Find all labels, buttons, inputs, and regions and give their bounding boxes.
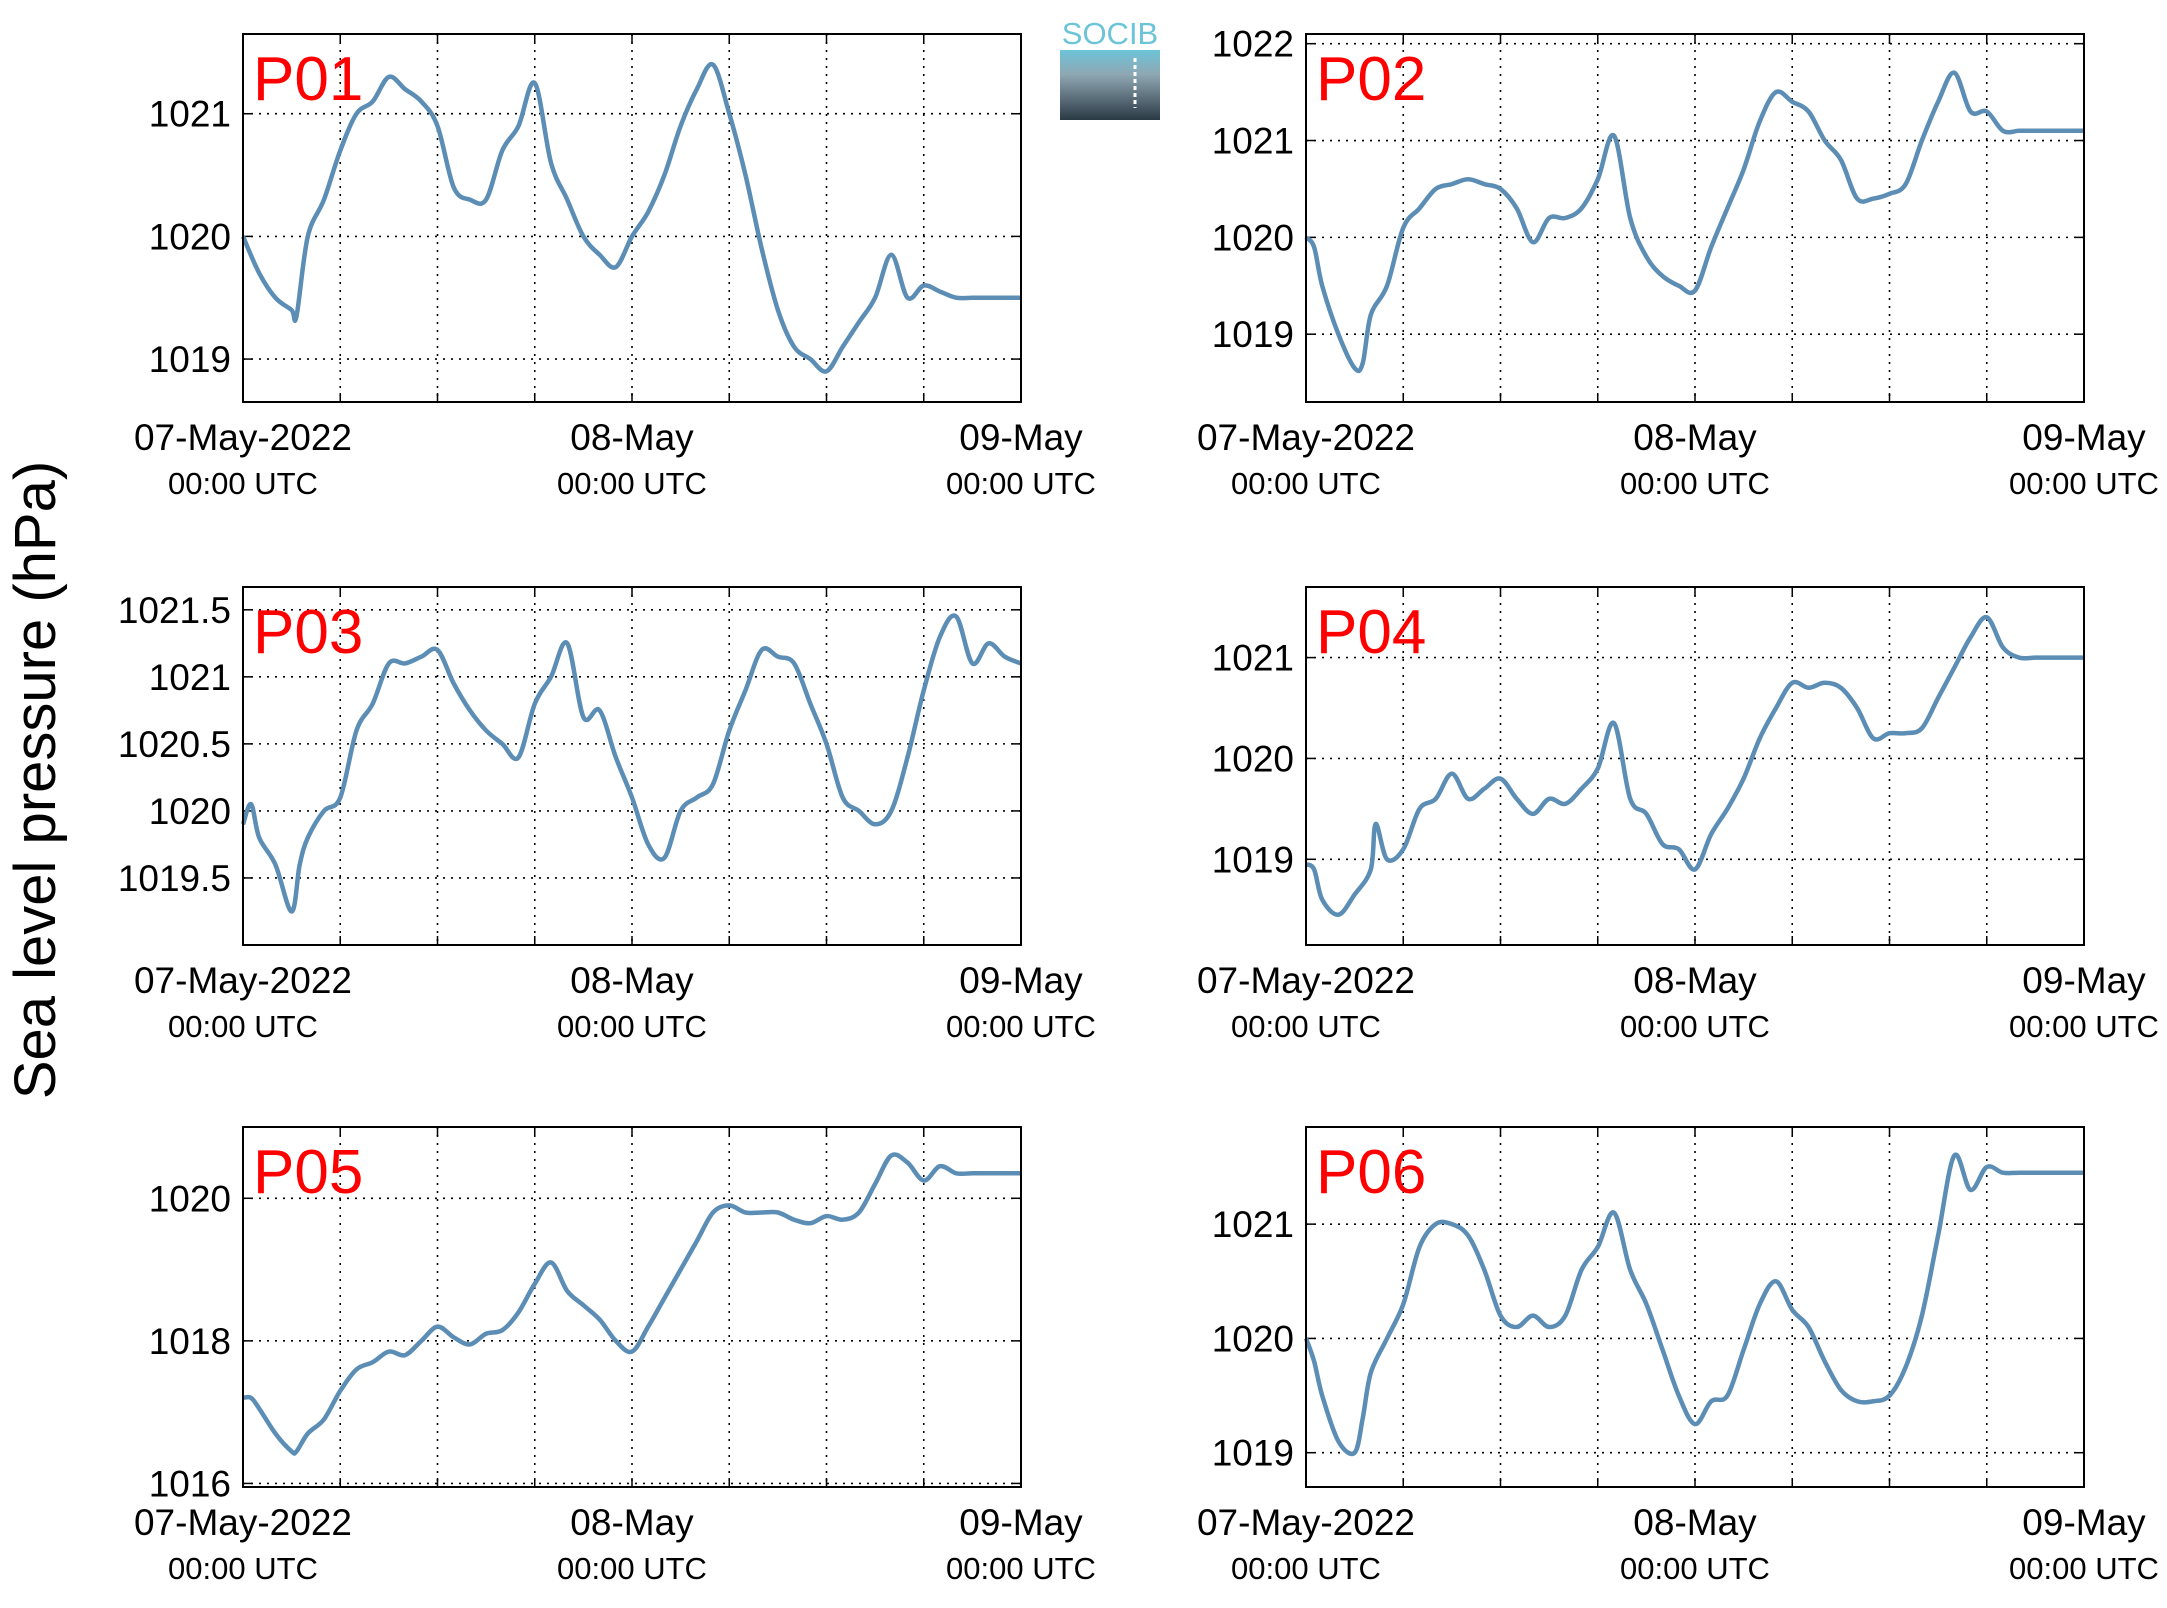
y-tick-label: 1019 xyxy=(1212,839,1294,880)
x-tick-sublabel: 00:00 UTC xyxy=(946,1009,1096,1044)
y-tick-label: 1018 xyxy=(149,1321,231,1362)
y-tick-label: 1020 xyxy=(1212,1318,1294,1359)
y-tick-label: 1021 xyxy=(149,657,231,698)
y-tick-label: 1020.5 xyxy=(118,724,231,765)
x-tick-label: 07-May-2022 xyxy=(1197,960,1415,1001)
y-tick-label: 1019 xyxy=(1212,1433,1294,1474)
x-tick-sublabel: 00:00 UTC xyxy=(1231,1551,1381,1586)
series-line-p06 xyxy=(1303,1152,2084,1457)
x-tick-sublabel: 00:00 UTC xyxy=(1231,1009,1381,1044)
logo-graphic xyxy=(1060,50,1160,120)
y-tick-label: 1021 xyxy=(149,94,231,135)
series-line-p02 xyxy=(1304,70,2084,374)
y-tick-label: 1019 xyxy=(1212,314,1294,355)
panel-p04: 1019 1020 1021 07-May-2022 00:00 UTC 08-May 00… xyxy=(1197,586,2159,1044)
y-tick-label: 1021 xyxy=(1212,121,1294,162)
x-tick-label: 09-May xyxy=(959,1502,1083,1543)
y-tick-label: 1021 xyxy=(1212,638,1294,679)
axes-frame xyxy=(1305,586,2085,946)
x-tick-sublabel: 00:00 UTC xyxy=(2009,466,2159,501)
x-tick-sublabel: 00:00 UTC xyxy=(946,466,1096,501)
panel-label: P02 xyxy=(1316,45,1426,114)
x-tick-sublabel: 00:00 UTC xyxy=(557,1551,707,1586)
x-tick-label: 08-May xyxy=(1633,417,1757,458)
panel-label: P03 xyxy=(253,598,363,667)
x-tick-sublabel: 00:00 UTC xyxy=(557,1009,707,1044)
y-axis-label: Sea level pressure (hPa) xyxy=(3,461,68,1099)
x-tick-label: 09-May xyxy=(2022,1502,2146,1543)
x-tick-sublabel: 00:00 UTC xyxy=(2009,1009,2159,1044)
x-tick-label: 07-May-2022 xyxy=(134,960,352,1001)
x-tick-label: 09-May xyxy=(2022,417,2146,458)
y-tick-label: 1019.5 xyxy=(118,858,231,899)
x-tick-label: 08-May xyxy=(570,417,694,458)
x-tick-sublabel: 00:00 UTC xyxy=(557,466,707,501)
x-tick-label: 09-May xyxy=(2022,960,2146,1001)
x-tick-label: 08-May xyxy=(570,1502,694,1543)
x-tick-sublabel: 00:00 UTC xyxy=(1620,466,1770,501)
axes-frame xyxy=(1305,33,2085,403)
x-tick-sublabel: 00:00 UTC xyxy=(168,1009,318,1044)
y-tick-label: 1020 xyxy=(1212,217,1294,258)
panel-label: P01 xyxy=(253,45,363,114)
x-tick-sublabel: 00:00 UTC xyxy=(1620,1009,1770,1044)
x-tick-label: 08-May xyxy=(570,960,694,1001)
x-tick-label: 09-May xyxy=(959,960,1083,1001)
panel-p06: 1019 1020 1021 07-May-2022 00:00 UTC 08-May 00… xyxy=(1197,1126,2159,1586)
series-line-p03 xyxy=(240,613,1022,914)
panel-p01: 1019 1020 1021 07-May-2022 00:00 UTC 08-May 00… xyxy=(134,33,1096,501)
series-line-p04 xyxy=(1304,615,2085,917)
panel-p02: 1019 1020 1021 1022 07-May-2022 00:00 UTC 08-M… xyxy=(1197,24,2159,501)
panels: 1019 1020 1021 07-May-2022 00:00 UTC 08-May 00… xyxy=(118,24,2159,1586)
x-tick-sublabel: 00:00 UTC xyxy=(1231,466,1381,501)
y-tick-label: 1020 xyxy=(1212,738,1294,779)
panel-label: P04 xyxy=(1316,598,1426,667)
logo-text: SOCIB xyxy=(1062,16,1158,51)
x-tick-sublabel: 00:00 UTC xyxy=(168,466,318,501)
x-tick-label: 07-May-2022 xyxy=(1197,417,1415,458)
panel-p05: 1016 1018 1020 07-May-2022 00:00 UTC 08-May 00… xyxy=(134,1126,1096,1586)
x-tick-label: 07-May-2022 xyxy=(134,1502,352,1543)
axes-frame xyxy=(1305,1126,2085,1488)
x-tick-label: 08-May xyxy=(1633,1502,1757,1543)
panel-p03: 1019.5 1020 1020.5 1021 1021.5 07-May-2022 00:… xyxy=(118,586,1096,1044)
y-tick-label: 1022 xyxy=(1212,24,1294,65)
x-tick-label: 09-May xyxy=(959,417,1083,458)
y-tick-label: 1020 xyxy=(149,216,231,257)
x-tick-label: 07-May-2022 xyxy=(1197,1502,1415,1543)
y-tick-label: 1021.5 xyxy=(118,590,231,631)
axes-frame xyxy=(242,33,1022,403)
y-tick-label: 1019 xyxy=(149,339,231,380)
panel-label: P06 xyxy=(1316,1138,1426,1207)
y-tick-label: 1021 xyxy=(1212,1204,1294,1245)
y-tick-label: 1020 xyxy=(149,1178,231,1219)
axes-frame xyxy=(242,1126,1022,1488)
axes-frame xyxy=(242,586,1022,946)
x-tick-sublabel: 00:00 UTC xyxy=(168,1551,318,1586)
socib-logo: SOCIB xyxy=(1060,16,1160,120)
panel-label: P05 xyxy=(253,1138,363,1207)
x-tick-label: 07-May-2022 xyxy=(134,417,352,458)
x-tick-label: 08-May xyxy=(1633,960,1757,1001)
x-tick-sublabel: 00:00 UTC xyxy=(1620,1551,1770,1586)
y-tick-label: 1016 xyxy=(149,1463,231,1504)
y-tick-label: 1020 xyxy=(149,791,231,832)
x-tick-sublabel: 00:00 UTC xyxy=(2009,1551,2159,1586)
x-tick-sublabel: 00:00 UTC xyxy=(946,1551,1096,1586)
series-line-p01 xyxy=(240,61,1021,374)
series-line-p05 xyxy=(242,1152,1021,1456)
